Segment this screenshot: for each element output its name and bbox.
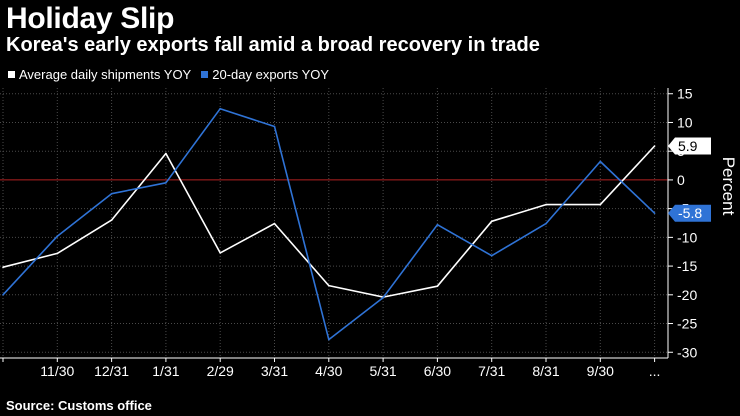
data-point <box>328 338 330 341</box>
data-point <box>382 296 384 299</box>
y-tick-label: -10 <box>677 229 697 245</box>
data-point <box>165 152 167 155</box>
y-tick-label: -20 <box>677 287 697 303</box>
legend-label-white: Average daily shipments YOY <box>19 67 192 82</box>
x-tick-label: 6/30 <box>424 363 451 379</box>
gridlines <box>0 88 668 358</box>
legend: Average daily shipments YOY 20-day expor… <box>8 67 329 82</box>
chart-title: Holiday Slip <box>6 2 175 35</box>
callout-blue: -5.8 <box>668 204 711 222</box>
data-point <box>653 145 656 147</box>
callout-label: -5.8 <box>678 205 702 221</box>
x-tick-label: 2/29 <box>207 363 234 379</box>
data-point <box>110 219 113 221</box>
legend-item-blue: 20-day exports YOY <box>201 67 329 82</box>
legend-swatch-blue <box>201 71 209 78</box>
callouts: 5.9 -5.8 <box>668 137 711 222</box>
data-point <box>110 192 113 195</box>
data-point <box>2 294 4 296</box>
data-point <box>219 107 221 110</box>
chart-subtitle: Korea's early exports fall amid a broad … <box>6 34 540 56</box>
x-tick-label: 3/31 <box>261 363 288 379</box>
data-point <box>2 266 4 269</box>
axes: 151050-5-10-15-20-25-3011/3012/311/312/2… <box>0 86 697 379</box>
y-tick-label: -15 <box>677 258 697 274</box>
y-axis-label: Percent <box>719 157 738 216</box>
y-tick-label: 10 <box>677 114 693 130</box>
data-point <box>273 222 276 225</box>
x-tick-label: 8/31 <box>532 363 559 379</box>
data-point <box>490 254 493 257</box>
data-point <box>545 222 547 225</box>
data-point <box>56 252 59 255</box>
x-tick-label: 1/31 <box>152 363 179 379</box>
x-tick-label: 5/31 <box>369 363 396 379</box>
x-tick-label: 9/30 <box>587 363 614 379</box>
data-point <box>328 284 330 287</box>
legend-swatch-white <box>8 71 15 78</box>
y-tick-label: -25 <box>677 316 697 332</box>
data-point <box>599 203 602 206</box>
y-tick-label: -30 <box>677 344 697 360</box>
data-point <box>273 125 276 128</box>
callout-box <box>668 204 711 222</box>
x-tick-label: 12/31 <box>94 363 129 379</box>
callout-label: 5.9 <box>678 138 698 154</box>
callout-white: 5.9 <box>668 137 711 155</box>
data-point <box>599 160 602 163</box>
data-point <box>219 252 221 254</box>
data-point <box>653 212 656 215</box>
data-point <box>56 235 59 238</box>
legend-label-blue: 20-day exports YOY <box>212 67 330 82</box>
x-tick-label: 4/30 <box>315 363 342 379</box>
y-tick-label: 0 <box>677 172 685 188</box>
data-point <box>545 203 547 206</box>
series-layer <box>2 107 656 341</box>
y-tick-label: 15 <box>677 86 693 102</box>
source-note: Source: Customs office <box>6 398 152 413</box>
x-tick-label: 11/30 <box>40 363 74 379</box>
callout-box <box>668 137 711 155</box>
data-point <box>490 220 493 223</box>
data-point <box>165 181 167 184</box>
x-tick-label: 7/31 <box>478 363 505 379</box>
data-point <box>436 223 439 226</box>
x-tick-label: ... <box>649 363 661 379</box>
data-point <box>436 285 439 287</box>
legend-item-white: Average daily shipments YOY <box>8 67 191 82</box>
